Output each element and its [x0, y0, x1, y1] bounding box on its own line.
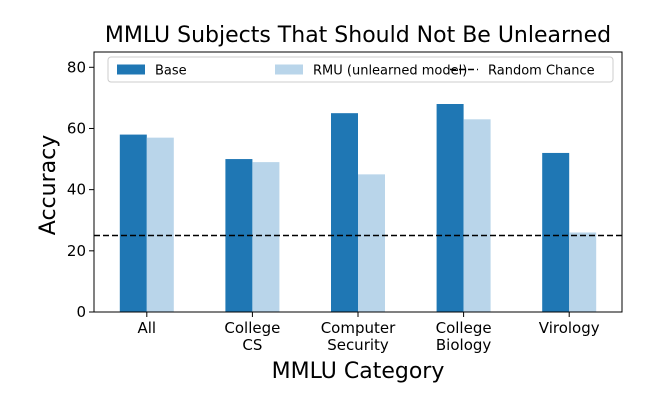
bar-base: [542, 152, 570, 312]
y-axis-label-group: Accuracy: [36, 135, 61, 235]
bar-rmu: [252, 162, 280, 312]
legend-swatch: [275, 64, 303, 75]
x-axis-label: MMLU Category: [272, 359, 445, 384]
bar-rmu: [463, 119, 491, 312]
y-tick-label: 0: [76, 303, 86, 321]
bar-rmu: [146, 137, 174, 312]
legend-entry-base: Base: [117, 64, 187, 79]
bar-rmu: [358, 174, 385, 312]
legend-label: Random Chance: [488, 64, 595, 79]
legend-box: [107, 56, 614, 83]
bar-base: [331, 113, 358, 312]
y-tick-label: 20: [67, 242, 86, 260]
plot-frame: [93, 51, 623, 313]
x-tick-label: College: [224, 319, 280, 337]
y-axis-label: Accuracy: [36, 135, 61, 235]
x-tick-label: Biology: [436, 336, 492, 354]
x-tick-label: College: [436, 319, 492, 337]
bar-rmu: [569, 232, 597, 312]
legend-swatch: [117, 64, 145, 75]
x-tick-label: All: [137, 319, 156, 337]
legend-label: RMU (unlearned model): [313, 64, 467, 79]
x-tick-label: Virology: [539, 319, 600, 337]
y-tick-label: 80: [67, 58, 86, 76]
legend-entry-random-chance: Random Chance: [450, 64, 595, 79]
legend-label: Base: [155, 64, 187, 79]
y-tick-label: 40: [67, 181, 86, 199]
x-tick-label: Computer: [321, 319, 396, 337]
bar-base: [119, 134, 147, 312]
y-tick-label: 60: [67, 119, 86, 137]
legend-entry-rmu: RMU (unlearned model): [275, 64, 467, 79]
x-tick-label: CS: [242, 336, 262, 354]
x-tick-label: Security: [327, 336, 389, 354]
chart-title: MMLU Subjects That Should Not Be Unlearn…: [105, 23, 611, 48]
bar-base: [436, 104, 464, 312]
legend: Base RMU (unlearned model) Random Chance: [107, 56, 614, 83]
